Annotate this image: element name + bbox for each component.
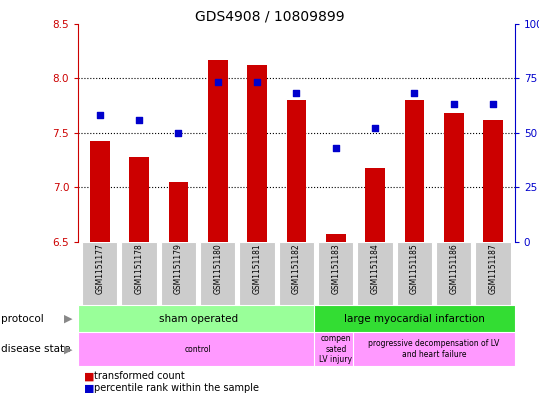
Bar: [78, 305, 318, 332]
Text: compen
sated
LV injury: compen sated LV injury: [319, 334, 353, 364]
Text: disease state: disease state: [1, 344, 71, 354]
Bar: [82, 242, 118, 305]
Bar: [326, 234, 345, 242]
Bar: [314, 332, 357, 366]
Bar: [208, 60, 227, 242]
Text: GSM1151185: GSM1151185: [410, 244, 419, 294]
Text: GSM1151187: GSM1151187: [489, 244, 497, 294]
Point: [174, 129, 183, 136]
Text: GSM1151182: GSM1151182: [292, 244, 301, 294]
Text: GSM1151180: GSM1151180: [213, 244, 222, 294]
Point: [253, 79, 261, 86]
Text: protocol: protocol: [1, 314, 44, 324]
Point: [371, 125, 379, 131]
Point: [489, 101, 497, 107]
Point: [213, 79, 222, 86]
Bar: [444, 113, 464, 242]
Text: control: control: [185, 345, 211, 354]
Text: ▶: ▶: [64, 314, 73, 324]
Bar: [436, 242, 472, 305]
Bar: [239, 242, 275, 305]
Bar: [279, 242, 314, 305]
Bar: [483, 119, 503, 242]
Bar: [129, 157, 149, 242]
Text: GSM1151181: GSM1151181: [253, 244, 261, 294]
Text: GSM1151177: GSM1151177: [95, 244, 104, 294]
Text: large myocardial infarction: large myocardial infarction: [344, 314, 485, 324]
Text: GSM1151183: GSM1151183: [331, 244, 340, 294]
Text: transformed count: transformed count: [94, 371, 185, 382]
Bar: [247, 65, 267, 242]
Bar: [169, 182, 188, 242]
Bar: [314, 305, 515, 332]
Text: GDS4908 / 10809899: GDS4908 / 10809899: [195, 10, 344, 24]
Bar: [318, 242, 354, 305]
Bar: [78, 332, 318, 366]
Point: [95, 112, 104, 118]
Text: GSM1151178: GSM1151178: [135, 244, 143, 294]
Bar: [161, 242, 196, 305]
Bar: [405, 100, 424, 242]
Bar: [397, 242, 432, 305]
Point: [135, 116, 143, 123]
Bar: [357, 242, 393, 305]
Text: ■: ■: [84, 371, 94, 382]
Text: ■: ■: [84, 383, 94, 393]
Point: [410, 90, 419, 97]
Bar: [200, 242, 236, 305]
Bar: [354, 332, 515, 366]
Bar: [287, 100, 306, 242]
Text: GSM1151186: GSM1151186: [450, 244, 458, 294]
Bar: [475, 242, 511, 305]
Text: percentile rank within the sample: percentile rank within the sample: [94, 383, 259, 393]
Text: progressive decompensation of LV
and heart failure: progressive decompensation of LV and hea…: [369, 340, 500, 359]
Bar: [365, 167, 385, 242]
Text: GSM1151179: GSM1151179: [174, 244, 183, 294]
Text: sham operated: sham operated: [158, 314, 238, 324]
Bar: [90, 141, 109, 242]
Bar: [121, 242, 157, 305]
Point: [331, 145, 340, 151]
Point: [450, 101, 458, 107]
Text: ▶: ▶: [64, 344, 73, 354]
Text: GSM1151184: GSM1151184: [371, 244, 379, 294]
Point: [292, 90, 301, 97]
